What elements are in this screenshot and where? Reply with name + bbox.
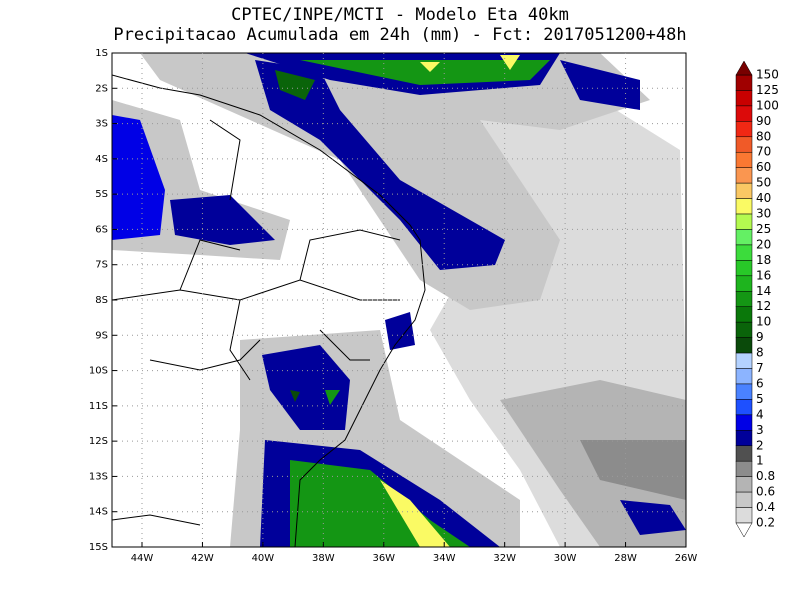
colorbar-box [735, 105, 753, 122]
colorbar-box [735, 213, 753, 230]
subtitle: Precipitacao Acumulada em 24h (mm) - Fct… [113, 25, 686, 45]
lat-label: 1S [95, 48, 108, 59]
colorbar-label: 18 [756, 253, 771, 267]
colorbar-label: 25 [756, 222, 771, 236]
lat-label: 11S [89, 401, 108, 412]
colorbar-box [735, 491, 753, 508]
colorbar-label: 0.4 [756, 500, 775, 514]
colorbar-label: 7 [756, 361, 764, 375]
colorbar-label: 90 [756, 114, 771, 128]
colorbar-label: 5 [756, 392, 764, 406]
colorbar-label: 80 [756, 129, 771, 143]
colorbar-label: 0.6 [756, 485, 775, 499]
colorbar-box [735, 306, 753, 323]
colorbar-box [735, 414, 753, 431]
colorbar-bottom [735, 522, 753, 538]
colorbar-box [735, 368, 753, 385]
lat-label: 9S [95, 330, 108, 341]
lon-label: 38W [312, 553, 335, 564]
colorbar-box [735, 337, 753, 354]
lon-label: 28W [614, 553, 637, 564]
lon-label: 42W [191, 553, 214, 564]
colorbar-label: 150 [756, 68, 779, 82]
lat-label: 12S [89, 436, 108, 447]
lat-label: 13S [89, 471, 108, 482]
lat-label: 5S [95, 189, 108, 200]
lat-label: 6S [95, 224, 108, 235]
lon-label: 44W [131, 553, 154, 564]
colorbar-box [735, 476, 753, 493]
colorbar-box [735, 121, 753, 138]
colorbar-box [735, 275, 753, 292]
colorbar-label: 20 [756, 237, 771, 251]
colorbar-label: 125 [756, 83, 779, 97]
colorbar-label: 50 [756, 176, 771, 190]
colorbar-box [735, 136, 753, 153]
lon-label: 34W [433, 553, 456, 564]
lat-label: 14S [89, 507, 108, 518]
colorbar-box [735, 321, 753, 338]
colorbar-label: 12 [756, 299, 771, 313]
lon-label: 32W [493, 553, 516, 564]
colorbar-box [735, 167, 753, 184]
colorbar-box [735, 383, 753, 400]
colorbar-label: 4 [756, 407, 764, 421]
colorbar-box [735, 352, 753, 369]
colorbar-label: 3 [756, 423, 764, 437]
colorbar-label: 6 [756, 376, 764, 390]
colorbar-box [735, 460, 753, 477]
colorbar-box [735, 229, 753, 246]
colorbar-label: 60 [756, 160, 771, 174]
colorbar-box [735, 244, 753, 261]
colorbar-label: 0.2 [756, 516, 775, 530]
lat-label: 8S [95, 295, 108, 306]
colorbar-box [735, 291, 753, 307]
colorbar-label: 30 [756, 207, 771, 221]
colorbar-box [735, 74, 753, 91]
colorbar-label: 0.8 [756, 469, 775, 483]
colorbar-label: 10 [756, 315, 771, 329]
colorbar-box [735, 182, 753, 199]
colorbar-box [735, 90, 753, 107]
colorbar-label: 14 [756, 284, 771, 298]
lon-label: 36W [372, 553, 395, 564]
lon-label: 30W [554, 553, 577, 564]
colorbar-label: 100 [756, 98, 779, 112]
lat-label: 15S [89, 542, 108, 553]
colorbar-box [735, 198, 753, 215]
colorbar-label: 8 [756, 346, 764, 360]
colorbar-box [735, 430, 753, 447]
lat-label: 10S [89, 366, 108, 377]
lat-label: 2S [95, 83, 108, 94]
precipitation-field [112, 53, 686, 547]
colorbar-top [735, 60, 753, 76]
colorbar-label: 9 [756, 330, 764, 344]
colorbar-box [735, 151, 753, 168]
colorbar-label: 70 [756, 145, 771, 159]
lon-label: 40W [252, 553, 275, 564]
colorbar-label: 40 [756, 191, 771, 205]
colorbar-box [735, 445, 753, 462]
colorbar-label: 2 [756, 438, 764, 452]
colorbar-box [735, 507, 753, 524]
title: CPTEC/INPE/MCTI - Modelo Eta 40km [231, 5, 569, 25]
colorbar-box [735, 260, 753, 277]
colorbar-label: 16 [756, 268, 771, 282]
coastline [112, 74, 426, 547]
lon-label: 26W [675, 553, 698, 564]
lat-label: 4S [95, 154, 108, 165]
lat-label: 7S [95, 260, 108, 271]
lat-label: 3S [95, 119, 108, 130]
colorbar-label: 1 [756, 454, 764, 468]
colorbar-box [735, 399, 753, 416]
